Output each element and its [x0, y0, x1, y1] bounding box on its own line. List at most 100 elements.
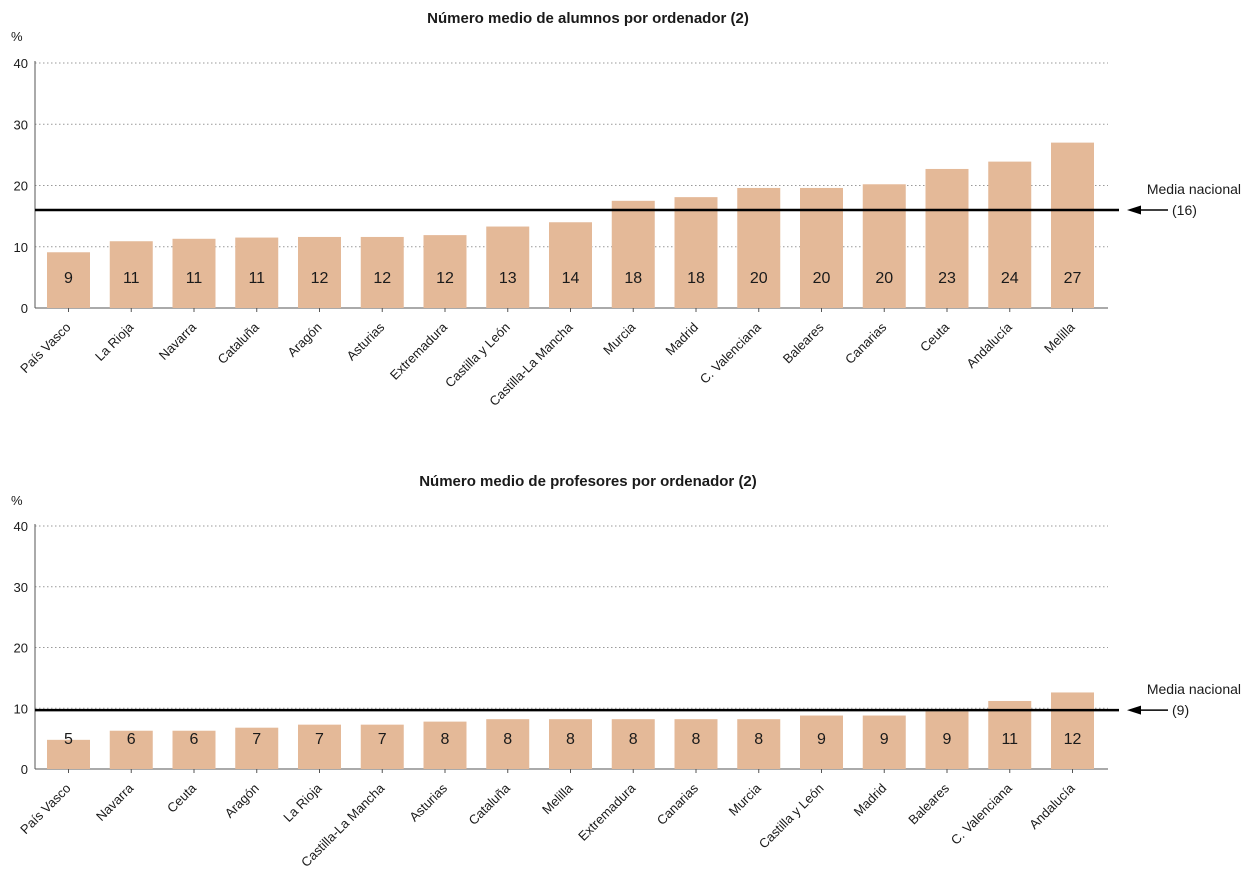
bar	[862, 184, 906, 308]
bar	[298, 724, 341, 769]
category-label: Castilla y León	[442, 320, 513, 391]
data-label: 8	[503, 731, 512, 748]
category-label: Navarra	[93, 780, 137, 824]
category-label: País Vasco	[17, 320, 73, 376]
data-label: 7	[252, 731, 261, 748]
data-label: 9	[817, 731, 826, 748]
bar	[1051, 142, 1094, 308]
chart-title: Número medio de profesores por ordenador…	[419, 473, 757, 490]
bar	[423, 721, 467, 769]
data-label: 8	[566, 731, 575, 748]
category-label: Murcia	[726, 780, 765, 819]
y-tick-label: 10	[14, 701, 28, 716]
y-axis-unit: %	[11, 493, 23, 508]
data-label: 9	[64, 270, 73, 287]
bar	[549, 719, 592, 769]
data-label: 13	[499, 270, 517, 287]
data-label: 20	[813, 270, 831, 287]
bar	[611, 719, 655, 769]
category-label: Asturias	[406, 780, 450, 824]
category-label: País Vasco	[17, 781, 73, 837]
bar	[109, 730, 153, 769]
chart-title: Número medio de alumnos por ordenador (2…	[427, 10, 749, 27]
bar	[674, 719, 718, 769]
bar	[988, 161, 1032, 308]
bar	[109, 241, 153, 308]
y-tick-label: 10	[14, 240, 28, 255]
bar	[486, 226, 530, 308]
category-label: Melilla	[539, 780, 576, 817]
data-label: 12	[311, 270, 329, 287]
category-label: Canarias	[842, 319, 890, 367]
bar	[298, 236, 341, 308]
data-label: 20	[875, 270, 893, 287]
y-axis-unit: %	[11, 29, 23, 44]
chart-2: Número medio de profesores por ordenador…	[11, 473, 1241, 870]
category-label: Canarias	[654, 780, 702, 828]
bar	[1051, 692, 1094, 769]
bar	[611, 200, 655, 308]
bar	[862, 715, 906, 769]
category-label: Castilla y León	[756, 781, 827, 852]
category-label: Extremadura	[387, 319, 451, 383]
data-label: 11	[186, 270, 203, 287]
category-label: La Rioja	[92, 319, 137, 364]
bar	[47, 252, 90, 308]
data-label: 11	[1001, 731, 1018, 748]
bar	[925, 711, 969, 769]
bar	[423, 235, 467, 308]
average-arrow-head	[1127, 705, 1141, 715]
bar	[549, 222, 592, 308]
category-label: Andalucía	[963, 319, 1015, 371]
data-label: 14	[562, 270, 580, 287]
data-label: 8	[692, 731, 701, 748]
data-label: 11	[123, 270, 140, 287]
data-label: 20	[750, 270, 768, 287]
bar	[925, 168, 969, 308]
data-label: 6	[190, 731, 199, 748]
bar	[360, 236, 404, 308]
category-label: Cataluña	[214, 319, 262, 367]
category-label: Ceuta	[164, 780, 200, 816]
bar	[360, 724, 404, 769]
data-label: 12	[1064, 731, 1082, 748]
category-label: Madrid	[851, 781, 890, 820]
category-label: Ceuta	[917, 319, 953, 355]
bar	[800, 187, 843, 308]
data-label: 8	[441, 731, 450, 748]
bar	[674, 197, 718, 308]
bar	[172, 238, 216, 308]
y-tick-label: 30	[14, 117, 28, 132]
data-label: 12	[373, 270, 391, 287]
category-label: C. Valenciana	[697, 319, 765, 387]
category-label: Aragón	[284, 320, 324, 360]
y-tick-label: 40	[14, 519, 28, 534]
average-label: Media nacional	[1147, 681, 1241, 697]
bar	[737, 719, 781, 769]
y-tick-label: 0	[21, 762, 28, 777]
data-label: 6	[127, 731, 136, 748]
y-tick-label: 0	[21, 301, 28, 316]
data-label: 11	[248, 270, 265, 287]
category-label: La Rioja	[280, 780, 325, 825]
category-label: Cataluña	[465, 780, 513, 828]
chart-1: Número medio de alumnos por ordenador (2…	[11, 10, 1241, 409]
category-label: Madrid	[662, 320, 701, 359]
category-label: Extremadura	[575, 780, 639, 844]
average-arrow-head	[1127, 205, 1141, 215]
data-label: 24	[1001, 270, 1019, 287]
average-value-label: (9)	[1172, 702, 1189, 718]
bar	[47, 739, 90, 769]
data-label: 9	[943, 731, 952, 748]
category-label: Asturias	[344, 319, 388, 363]
bar	[172, 730, 216, 769]
bar	[800, 715, 843, 769]
data-label: 8	[754, 731, 763, 748]
y-tick-label: 40	[14, 56, 28, 71]
data-label: 23	[938, 270, 956, 287]
category-label: C. Valenciana	[948, 780, 1016, 848]
average-value-label: (16)	[1172, 202, 1197, 218]
data-label: 5	[64, 731, 73, 748]
average-label: Media nacional	[1147, 181, 1241, 197]
